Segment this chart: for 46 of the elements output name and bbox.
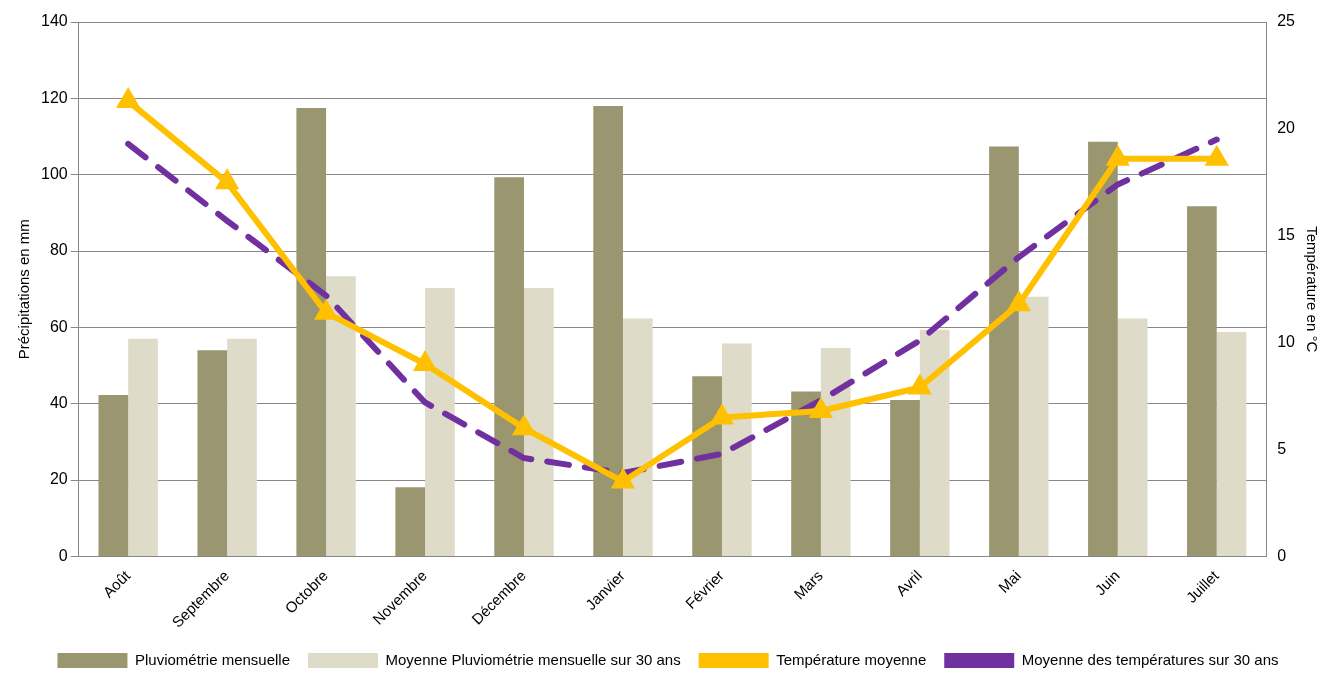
bar (395, 487, 426, 556)
bar (128, 338, 158, 556)
x-tick-label: Juin (1091, 566, 1123, 599)
y2-tick-label: 5 (1277, 439, 1287, 457)
bar (1117, 318, 1148, 556)
y-tick-label: 40 (49, 394, 68, 412)
bar (1187, 206, 1217, 556)
y-tick-label: 100 (40, 165, 68, 183)
bar (197, 350, 228, 556)
bar (622, 318, 653, 556)
y-axis-title: Précipitations en mm (15, 219, 33, 360)
bar (1018, 296, 1049, 556)
bar (1088, 141, 1118, 556)
bar (1216, 331, 1247, 556)
y2-axis-title: Température en °C (1303, 226, 1321, 353)
bar (791, 391, 821, 556)
bar (919, 329, 950, 556)
bar (721, 343, 752, 556)
y2-tick-label: 0 (1277, 546, 1287, 564)
y-tick-label: 80 (49, 241, 68, 259)
y2-tick-label: 10 (1277, 333, 1296, 351)
bar (820, 347, 851, 556)
bar (494, 177, 525, 556)
bar (227, 338, 257, 556)
bar (296, 107, 327, 556)
y-tick-label: 20 (49, 470, 68, 488)
bar (524, 288, 554, 556)
x-tick-label: Mai (994, 566, 1024, 596)
legend-label: Température moyenne (776, 650, 927, 668)
bar (425, 288, 455, 556)
y2-tick-label: 25 (1277, 12, 1296, 30)
legend-label: Pluviométrie mensuelle (134, 650, 291, 668)
y-tick-label: 120 (40, 88, 68, 106)
y2-tick-label: 15 (1277, 226, 1296, 244)
y-tick-label: 60 (49, 317, 68, 335)
bar (692, 376, 722, 556)
y2-tick-label: 20 (1277, 119, 1296, 137)
legend-label: Moyenne des températures sur 30 ans (1021, 650, 1279, 668)
bar (890, 399, 920, 556)
bar (989, 146, 1019, 556)
bar (593, 105, 623, 556)
y-tick-label: 140 (40, 12, 68, 30)
bar (98, 394, 129, 556)
legend-label: Moyenne Pluviométrie mensuelle sur 30 ans (385, 650, 681, 668)
y-tick-label: 0 (58, 546, 68, 564)
bar (326, 276, 356, 556)
